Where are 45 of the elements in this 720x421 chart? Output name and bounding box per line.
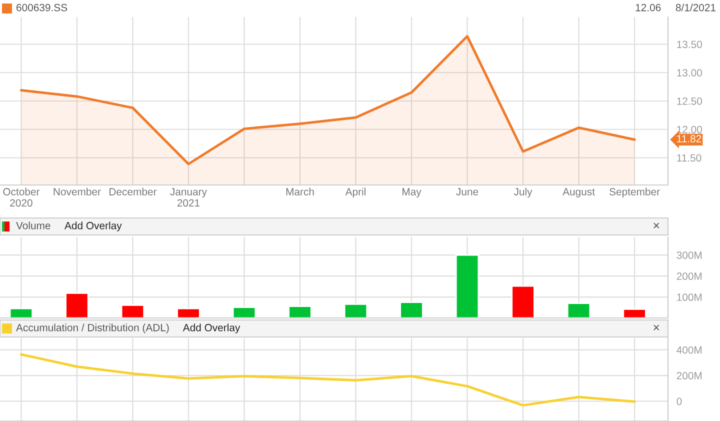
x-tick-label: January 2021	[170, 188, 207, 207]
y-tick-label: 12.00	[677, 126, 702, 134]
bar	[511, 285, 535, 318]
x-tick-label: March	[286, 188, 314, 196]
x-tick-label: April	[345, 188, 366, 198]
y-tick-label: 13.50	[677, 40, 702, 48]
text: Add Overlay	[64, 222, 122, 232]
y-tick-label: 100M	[677, 294, 702, 301]
bar	[455, 254, 480, 318]
bar	[176, 308, 200, 318]
y-tick-label: 12.50	[677, 98, 702, 105]
chart-title: Volume	[16, 222, 50, 230]
bar	[232, 306, 256, 318]
x-tick-label: September	[610, 188, 660, 198]
y-tick-label: 200M	[676, 272, 702, 280]
text: 8/1/2021	[676, 4, 716, 12]
bar	[622, 308, 646, 318]
bar	[400, 302, 424, 318]
x-tick-label: July	[514, 188, 532, 198]
bar	[120, 304, 145, 318]
text: 11.82	[677, 135, 702, 142]
bar	[288, 306, 312, 318]
y-tick-label: 11.50	[677, 154, 702, 162]
text: ×	[654, 324, 660, 330]
line-series	[20, 353, 636, 407]
bar	[344, 303, 368, 318]
bar	[566, 302, 591, 318]
text: ×	[654, 222, 660, 228]
x-tick-label: June	[456, 188, 478, 196]
x-tick-label: December	[110, 188, 157, 196]
x-tick-label: August	[562, 188, 595, 198]
text: 12.06	[636, 4, 661, 12]
y-tick-label: 13.00	[677, 69, 702, 76]
y-tick-label: 0	[676, 398, 682, 406]
y-tick-label: 300M	[676, 252, 702, 259]
x-tick-label: October 2020	[3, 188, 40, 207]
bar	[65, 292, 89, 318]
x-tick-label: May	[402, 188, 422, 198]
bar	[9, 308, 34, 318]
x-tick-label: November	[54, 188, 101, 196]
y-tick-label: 200M	[676, 372, 702, 380]
y-tick-label: 400M	[676, 346, 702, 354]
chart-title: Accumulation / Distribution (ADL)	[16, 324, 169, 334]
text: Add Overlay	[182, 324, 240, 334]
chart-title: 600639.SS	[16, 4, 68, 12]
